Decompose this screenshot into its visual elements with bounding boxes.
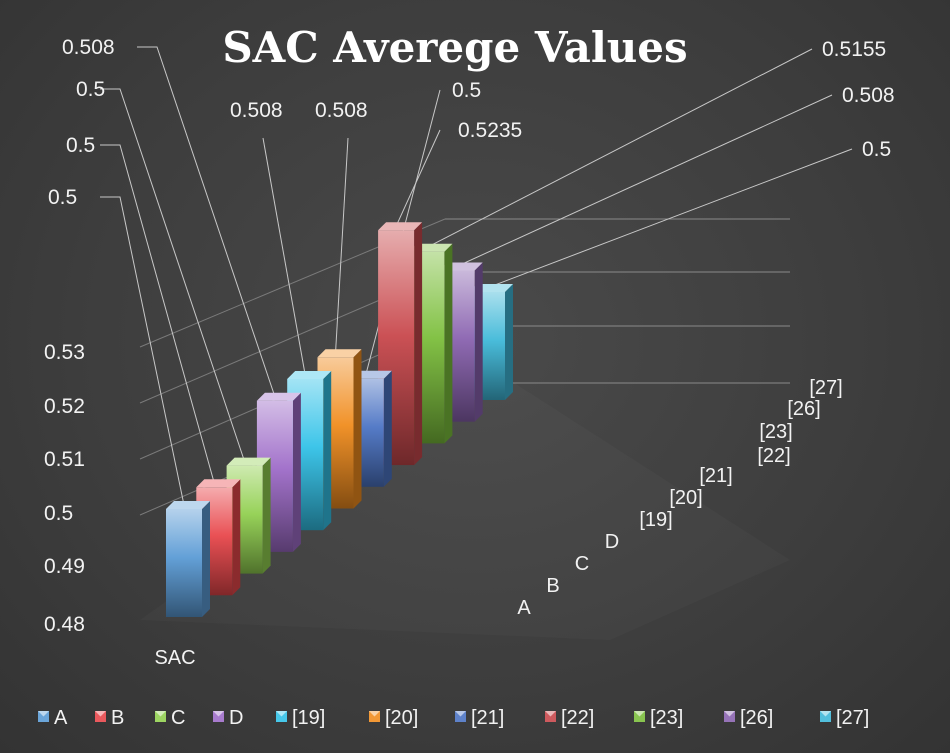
data-label-22: 0.5235 bbox=[458, 119, 522, 142]
legend-item-26: [26] bbox=[724, 707, 773, 729]
data-label-a: 0.5 bbox=[48, 186, 77, 209]
legend-item-23: [23] bbox=[634, 707, 683, 729]
data-label-d: 0.508 bbox=[62, 36, 115, 59]
legend-item-22: [22] bbox=[545, 707, 594, 729]
leader-line bbox=[262, 137, 306, 376]
y-tick-label: 0.5 bbox=[44, 502, 73, 525]
bar-22 bbox=[378, 222, 423, 466]
legend-label: [27] bbox=[836, 707, 869, 729]
leader-line bbox=[100, 144, 215, 484]
leader-line bbox=[137, 46, 276, 397]
leader-line bbox=[335, 137, 349, 354]
legend-label: [20] bbox=[385, 707, 418, 729]
series-axis-label: D bbox=[605, 531, 619, 553]
legend-label: C bbox=[171, 707, 185, 729]
data-label-23: 0.5155 bbox=[822, 38, 886, 61]
legend-item-19: [19] bbox=[276, 707, 325, 729]
legend-label: [19] bbox=[292, 707, 325, 729]
y-axis: 0.48 0.49 0.5 0.51 0.52 0.53 bbox=[44, 341, 85, 636]
legend-item-21: [21] bbox=[455, 707, 504, 729]
leader-line bbox=[426, 48, 813, 249]
leader-line bbox=[456, 94, 833, 267]
series-axis-label: A bbox=[517, 597, 531, 619]
data-label-26: 0.508 bbox=[842, 84, 895, 107]
legend-label: D bbox=[229, 707, 243, 729]
series-axis-label: [19] bbox=[639, 509, 672, 531]
series-axis-label: [27] bbox=[809, 377, 842, 399]
category-label: SAC bbox=[154, 647, 195, 669]
series-axis-label: [21] bbox=[699, 465, 732, 487]
legend: A B C D [19] [20] [21] [22] [23] [26] [27] bbox=[38, 707, 869, 729]
series-axis-label: [22] bbox=[757, 445, 790, 467]
data-labels: 0.5 0.5 0.5 0.508 0.508 0.508 0.5 0.5235 0.5155 0… bbox=[48, 36, 895, 209]
data-label-21: 0.5 bbox=[452, 79, 481, 102]
data-label-b: 0.5 bbox=[66, 134, 95, 157]
legend-item-c: C bbox=[155, 707, 185, 729]
legend-item-27: [27] bbox=[820, 707, 869, 729]
legend-label: [22] bbox=[561, 707, 594, 729]
legend-label: [23] bbox=[650, 707, 683, 729]
data-label-19: 0.508 bbox=[230, 99, 283, 122]
legend-label: B bbox=[111, 707, 124, 729]
y-tick-label: 0.52 bbox=[44, 395, 85, 418]
legend-item-a: A bbox=[38, 707, 68, 729]
legend-item-d: D bbox=[213, 707, 243, 729]
legend-item-20: [20] bbox=[369, 707, 418, 729]
leader-line bbox=[486, 148, 853, 289]
chart-title: SAC Averege Values bbox=[222, 23, 687, 72]
series-axis-label: B bbox=[546, 575, 559, 597]
data-label-c: 0.5 bbox=[76, 78, 105, 101]
series-axis-label: [23] bbox=[759, 421, 792, 443]
series-axis-label: C bbox=[575, 553, 589, 575]
legend-item-b: B bbox=[95, 707, 124, 729]
bars bbox=[166, 222, 513, 617]
leader-line bbox=[100, 196, 185, 506]
series-axis-label: [20] bbox=[669, 487, 702, 509]
legend-label: [26] bbox=[740, 707, 773, 729]
legend-label: A bbox=[54, 707, 68, 729]
y-tick-label: 0.49 bbox=[44, 555, 85, 578]
leader-lines bbox=[100, 46, 853, 506]
data-label-27: 0.5 bbox=[862, 138, 891, 161]
y-tick-label: 0.51 bbox=[44, 448, 85, 471]
bar-a bbox=[166, 501, 210, 617]
legend-label: [21] bbox=[471, 707, 504, 729]
y-tick-label: 0.53 bbox=[44, 341, 85, 364]
series-axis-label: [26] bbox=[787, 398, 820, 420]
leader-line bbox=[395, 129, 441, 227]
leader-line bbox=[100, 88, 246, 462]
data-label-20: 0.508 bbox=[315, 99, 368, 122]
y-tick-label: 0.48 bbox=[44, 613, 85, 636]
